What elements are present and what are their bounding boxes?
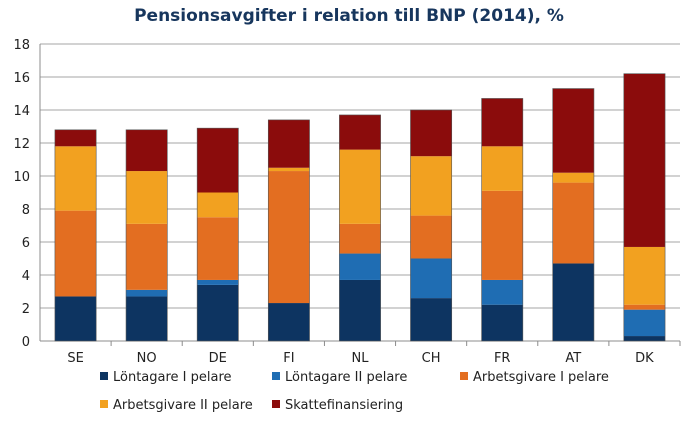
bar-segment [481,279,523,305]
bar-segment [410,298,452,341]
bar-segment [552,182,594,264]
bar-segment [410,110,452,157]
bar-segment [481,98,523,147]
y-tick-label: 2 [22,302,30,317]
bar-outline [196,127,239,342]
bar-segment [54,129,97,147]
y-tick-label: 8 [22,203,30,218]
y-tick-label: 14 [13,104,30,119]
bar-segment [410,156,452,216]
bar-outline [481,98,524,342]
bar-segment [54,296,97,341]
bar-segment [481,304,523,341]
chart-title: Pensionsavgifter i relation till BNP (20… [134,6,564,26]
bar-segment [481,146,523,191]
legend-swatch [272,400,280,408]
bar-segment [339,253,381,280]
bar-segment [623,246,666,305]
x-tick-label: SE [67,351,83,366]
bar-segment [197,279,239,285]
bar-segment [126,296,168,341]
bar-outline [267,119,310,342]
bar-outline [623,73,666,342]
bar-outline [552,88,595,342]
bar-segment [339,114,381,150]
bar-outline [54,129,97,342]
legend-label: Skattefinansiering [285,398,403,413]
y-tick-label: 10 [13,170,30,185]
bar-segment [126,223,168,290]
x-tick-label: CH [422,351,441,366]
y-tick-label: 0 [22,335,30,350]
bar-segment [197,128,239,193]
bar-outline [125,129,168,342]
bar-segment [197,192,239,218]
bar-segment [339,149,381,224]
bar-segment [126,129,168,172]
x-tick-label: FR [494,351,511,366]
bar-segment [197,284,239,341]
bar-segment [623,73,666,247]
bar-segment [481,190,523,280]
legend-swatch [100,400,108,408]
bar-segment [268,171,310,304]
bar-segment [126,171,168,224]
bar-segment [623,336,666,341]
legend-swatch [272,372,280,380]
bar-segment [339,279,381,341]
bar-segment [552,88,594,173]
bar-segment [126,289,168,297]
x-tick-label: DE [209,351,227,366]
bar-segment [410,258,452,299]
bar-segment [197,217,239,280]
bar-segment [623,304,666,310]
bar-segment [552,172,594,183]
bar-outline [410,109,453,342]
bar-segment [268,119,310,168]
y-tick-label: 6 [22,236,30,251]
x-tick-label: DK [635,351,654,366]
bar-segment [552,263,594,341]
y-tick-label: 18 [13,38,30,53]
legend-label: Arbetsgivare I pelare [473,370,609,385]
x-tick-label: FI [283,351,294,366]
x-tick-label: NO [137,351,157,366]
legend-swatch [460,372,468,380]
x-tick-label: NL [352,351,370,366]
legend-label: Löntagare II pelare [285,370,407,385]
y-tick-label: 4 [22,269,30,284]
bar-outline [339,114,381,342]
y-tick-label: 16 [13,71,30,86]
bar-segment [268,167,310,172]
bar-segment [623,309,666,337]
x-tick-label: AT [565,351,581,366]
bar-segment [54,210,97,297]
bar-segment [339,223,381,254]
bar-segment [54,146,97,211]
legend-label: Löntagare I pelare [113,370,232,385]
legend-swatch [100,372,108,380]
bar-segment [410,215,452,259]
legend-label: Arbetsgivare II pelare [113,398,253,413]
y-tick-label: 12 [13,137,30,152]
bar-segment [268,303,310,341]
